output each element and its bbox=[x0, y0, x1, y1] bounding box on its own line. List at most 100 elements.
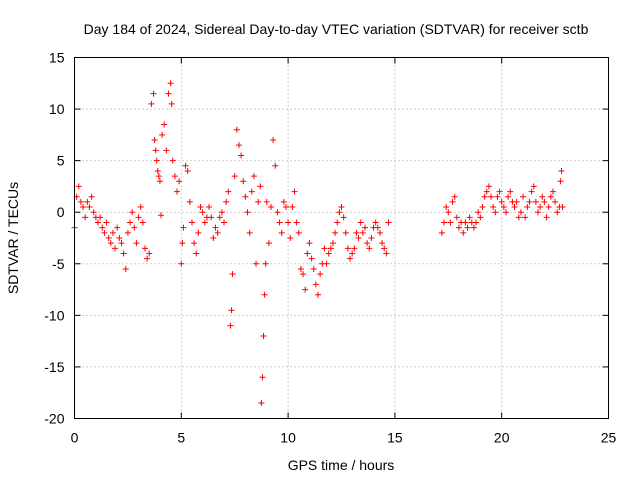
data-point bbox=[77, 198, 84, 205]
data-point bbox=[349, 250, 356, 257]
data-point bbox=[208, 214, 215, 221]
data-point bbox=[451, 193, 458, 200]
data-point bbox=[153, 157, 160, 164]
data-point bbox=[235, 142, 242, 149]
data-point bbox=[374, 224, 381, 231]
data-point bbox=[383, 250, 390, 257]
data-point bbox=[146, 250, 153, 257]
data-point bbox=[554, 209, 561, 216]
data-point bbox=[84, 198, 91, 205]
data-point bbox=[321, 245, 328, 252]
data-point bbox=[262, 260, 269, 267]
data-point bbox=[107, 240, 114, 247]
data-point bbox=[188, 219, 195, 226]
data-point bbox=[114, 224, 121, 231]
data-point bbox=[218, 209, 225, 216]
data-point bbox=[475, 209, 482, 216]
data-point bbox=[174, 188, 181, 195]
data-point bbox=[225, 188, 232, 195]
data-point bbox=[464, 224, 471, 231]
tick-labels: 0 5 10 15 20 25 -20 -15 -10 -5 0 5 10 15 bbox=[44, 50, 616, 446]
data-point bbox=[148, 100, 155, 107]
data-point bbox=[300, 271, 307, 278]
data-point bbox=[515, 214, 522, 221]
data-point bbox=[229, 271, 236, 278]
data-point bbox=[455, 224, 462, 231]
data-point bbox=[295, 229, 302, 236]
data-point bbox=[438, 229, 445, 236]
data-point bbox=[496, 188, 503, 195]
data-point bbox=[97, 214, 104, 221]
data-point bbox=[302, 286, 309, 293]
data-point bbox=[361, 224, 368, 231]
data-point bbox=[129, 209, 136, 216]
data-point bbox=[351, 245, 358, 252]
data-point bbox=[541, 198, 548, 205]
data-point bbox=[526, 198, 533, 205]
data-point bbox=[99, 224, 106, 231]
data-point bbox=[347, 255, 354, 262]
data-point bbox=[248, 188, 255, 195]
data-point bbox=[179, 240, 186, 247]
data-point bbox=[90, 209, 97, 216]
data-point bbox=[167, 80, 174, 87]
data-point bbox=[547, 193, 554, 200]
data-point bbox=[520, 193, 527, 200]
data-point bbox=[535, 209, 542, 216]
data-point bbox=[334, 219, 341, 226]
data-point bbox=[462, 219, 469, 226]
data-point bbox=[80, 204, 87, 211]
data-point bbox=[240, 178, 247, 185]
data-point bbox=[139, 219, 146, 226]
x-tick-label: 15 bbox=[387, 430, 403, 446]
data-point bbox=[246, 229, 253, 236]
data-point bbox=[502, 209, 509, 216]
y-tick-label: 10 bbox=[49, 101, 65, 117]
data-point bbox=[479, 204, 486, 211]
data-point bbox=[94, 219, 101, 226]
data-point bbox=[258, 400, 265, 407]
data-point bbox=[485, 183, 492, 190]
data-point bbox=[265, 240, 272, 247]
data-point bbox=[171, 173, 178, 180]
data-point bbox=[511, 204, 518, 211]
data-point bbox=[368, 235, 375, 241]
data-point bbox=[513, 198, 520, 205]
data-point bbox=[112, 245, 119, 252]
data-point bbox=[291, 188, 298, 195]
data-point bbox=[537, 204, 544, 211]
y-tick-label: 0 bbox=[57, 204, 65, 220]
data-point bbox=[445, 209, 452, 216]
data-point bbox=[329, 240, 336, 247]
data-point bbox=[156, 178, 163, 185]
data-point bbox=[155, 173, 162, 180]
data-point bbox=[263, 198, 270, 205]
data-point bbox=[228, 307, 235, 314]
data-point bbox=[238, 152, 245, 159]
data-point bbox=[214, 229, 221, 236]
data-point bbox=[557, 178, 564, 185]
plot-frame bbox=[74, 57, 609, 419]
data-point bbox=[144, 255, 151, 262]
x-tick-label: 10 bbox=[280, 430, 296, 446]
data-point bbox=[310, 265, 317, 272]
data-point bbox=[336, 209, 343, 216]
data-point bbox=[549, 188, 556, 195]
data-point bbox=[317, 271, 324, 278]
data-point bbox=[193, 250, 200, 257]
data-point bbox=[498, 198, 505, 205]
y-tick-label: 5 bbox=[57, 153, 65, 169]
data-point bbox=[120, 250, 127, 257]
data-point bbox=[268, 204, 275, 211]
data-point bbox=[257, 183, 264, 190]
data-point bbox=[355, 235, 362, 241]
data-point bbox=[304, 250, 311, 257]
data-point bbox=[543, 214, 550, 221]
data-point bbox=[332, 229, 339, 236]
data-point bbox=[342, 229, 349, 236]
data-point bbox=[385, 219, 392, 226]
data-point bbox=[221, 219, 228, 226]
data-point bbox=[197, 204, 204, 211]
data-point bbox=[216, 214, 223, 221]
data-point bbox=[233, 126, 240, 133]
